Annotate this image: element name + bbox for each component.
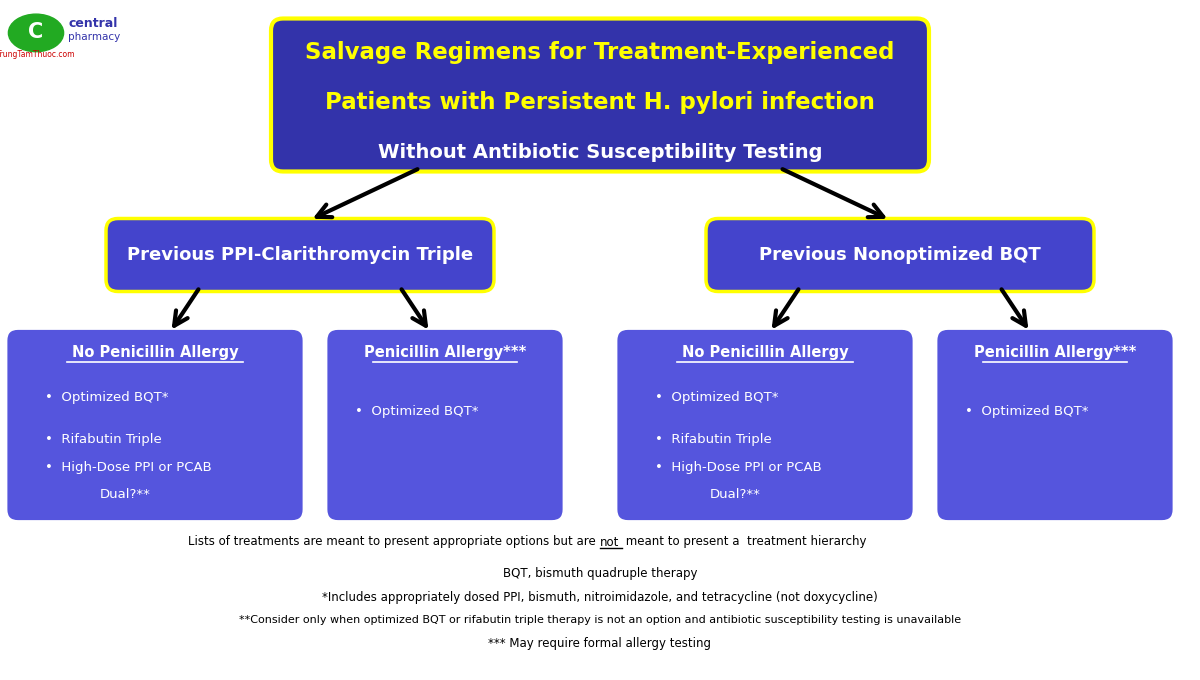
FancyBboxPatch shape [936, 328, 1174, 522]
Text: No Penicillin Allergy: No Penicillin Allergy [682, 345, 848, 360]
FancyBboxPatch shape [106, 218, 494, 292]
Text: BQT, bismuth quadruple therapy: BQT, bismuth quadruple therapy [503, 568, 697, 581]
Text: •  Optimized BQT*: • Optimized BQT* [655, 390, 779, 403]
Text: central: central [68, 16, 118, 30]
FancyBboxPatch shape [6, 328, 304, 522]
Text: •  Optimized BQT*: • Optimized BQT* [965, 405, 1088, 418]
Text: •  Optimized BQT*: • Optimized BQT* [46, 390, 168, 403]
Text: pharmacy: pharmacy [68, 32, 121, 42]
Text: •  Rifabutin Triple: • Rifabutin Triple [655, 432, 772, 445]
Text: **Consider only when optimized BQT or rifabutin triple therapy is not an option : **Consider only when optimized BQT or ri… [239, 615, 961, 625]
Text: Dual?**: Dual?** [710, 488, 761, 500]
FancyBboxPatch shape [616, 328, 914, 522]
FancyBboxPatch shape [271, 18, 929, 171]
Text: Penicillin Allergy***: Penicillin Allergy*** [364, 345, 526, 360]
Circle shape [8, 14, 64, 52]
Text: Without Antibiotic Susceptibility Testing: Without Antibiotic Susceptibility Testin… [378, 143, 822, 162]
Text: Previous PPI-Clarithromycin Triple: Previous PPI-Clarithromycin Triple [127, 246, 473, 264]
Text: •  Rifabutin Triple: • Rifabutin Triple [46, 432, 162, 445]
Text: Patients with Persistent H. pylori infection: Patients with Persistent H. pylori infec… [325, 92, 875, 114]
Text: •  High-Dose PPI or PCAB: • High-Dose PPI or PCAB [46, 462, 211, 475]
Text: Penicillin Allergy***: Penicillin Allergy*** [974, 345, 1136, 360]
Text: No Penicillin Allergy: No Penicillin Allergy [72, 345, 239, 360]
Text: *Includes appropriately dosed PPI, bismuth, nitroimidazole, and tetracycline (no: *Includes appropriately dosed PPI, bismu… [322, 590, 878, 604]
Text: C: C [29, 22, 43, 42]
Text: •  Optimized BQT*: • Optimized BQT* [355, 405, 479, 418]
Text: Salvage Regimens for Treatment-Experienced: Salvage Regimens for Treatment-Experienc… [305, 41, 895, 65]
Text: •  High-Dose PPI or PCAB: • High-Dose PPI or PCAB [655, 462, 822, 475]
Text: TrungTamThuoc.com: TrungTamThuoc.com [0, 50, 76, 58]
FancyBboxPatch shape [706, 218, 1094, 292]
FancyBboxPatch shape [326, 328, 564, 522]
Text: Lists of treatments are meant to present appropriate options but are: Lists of treatments are meant to present… [188, 536, 600, 549]
Text: Previous Nonoptimized BQT: Previous Nonoptimized BQT [760, 246, 1040, 264]
Text: not: not [600, 536, 619, 549]
Text: Dual?**: Dual?** [100, 488, 151, 500]
Text: *** May require formal allergy testing: *** May require formal allergy testing [488, 636, 712, 649]
Text: meant to present a  treatment hierarchy: meant to present a treatment hierarchy [622, 536, 866, 549]
